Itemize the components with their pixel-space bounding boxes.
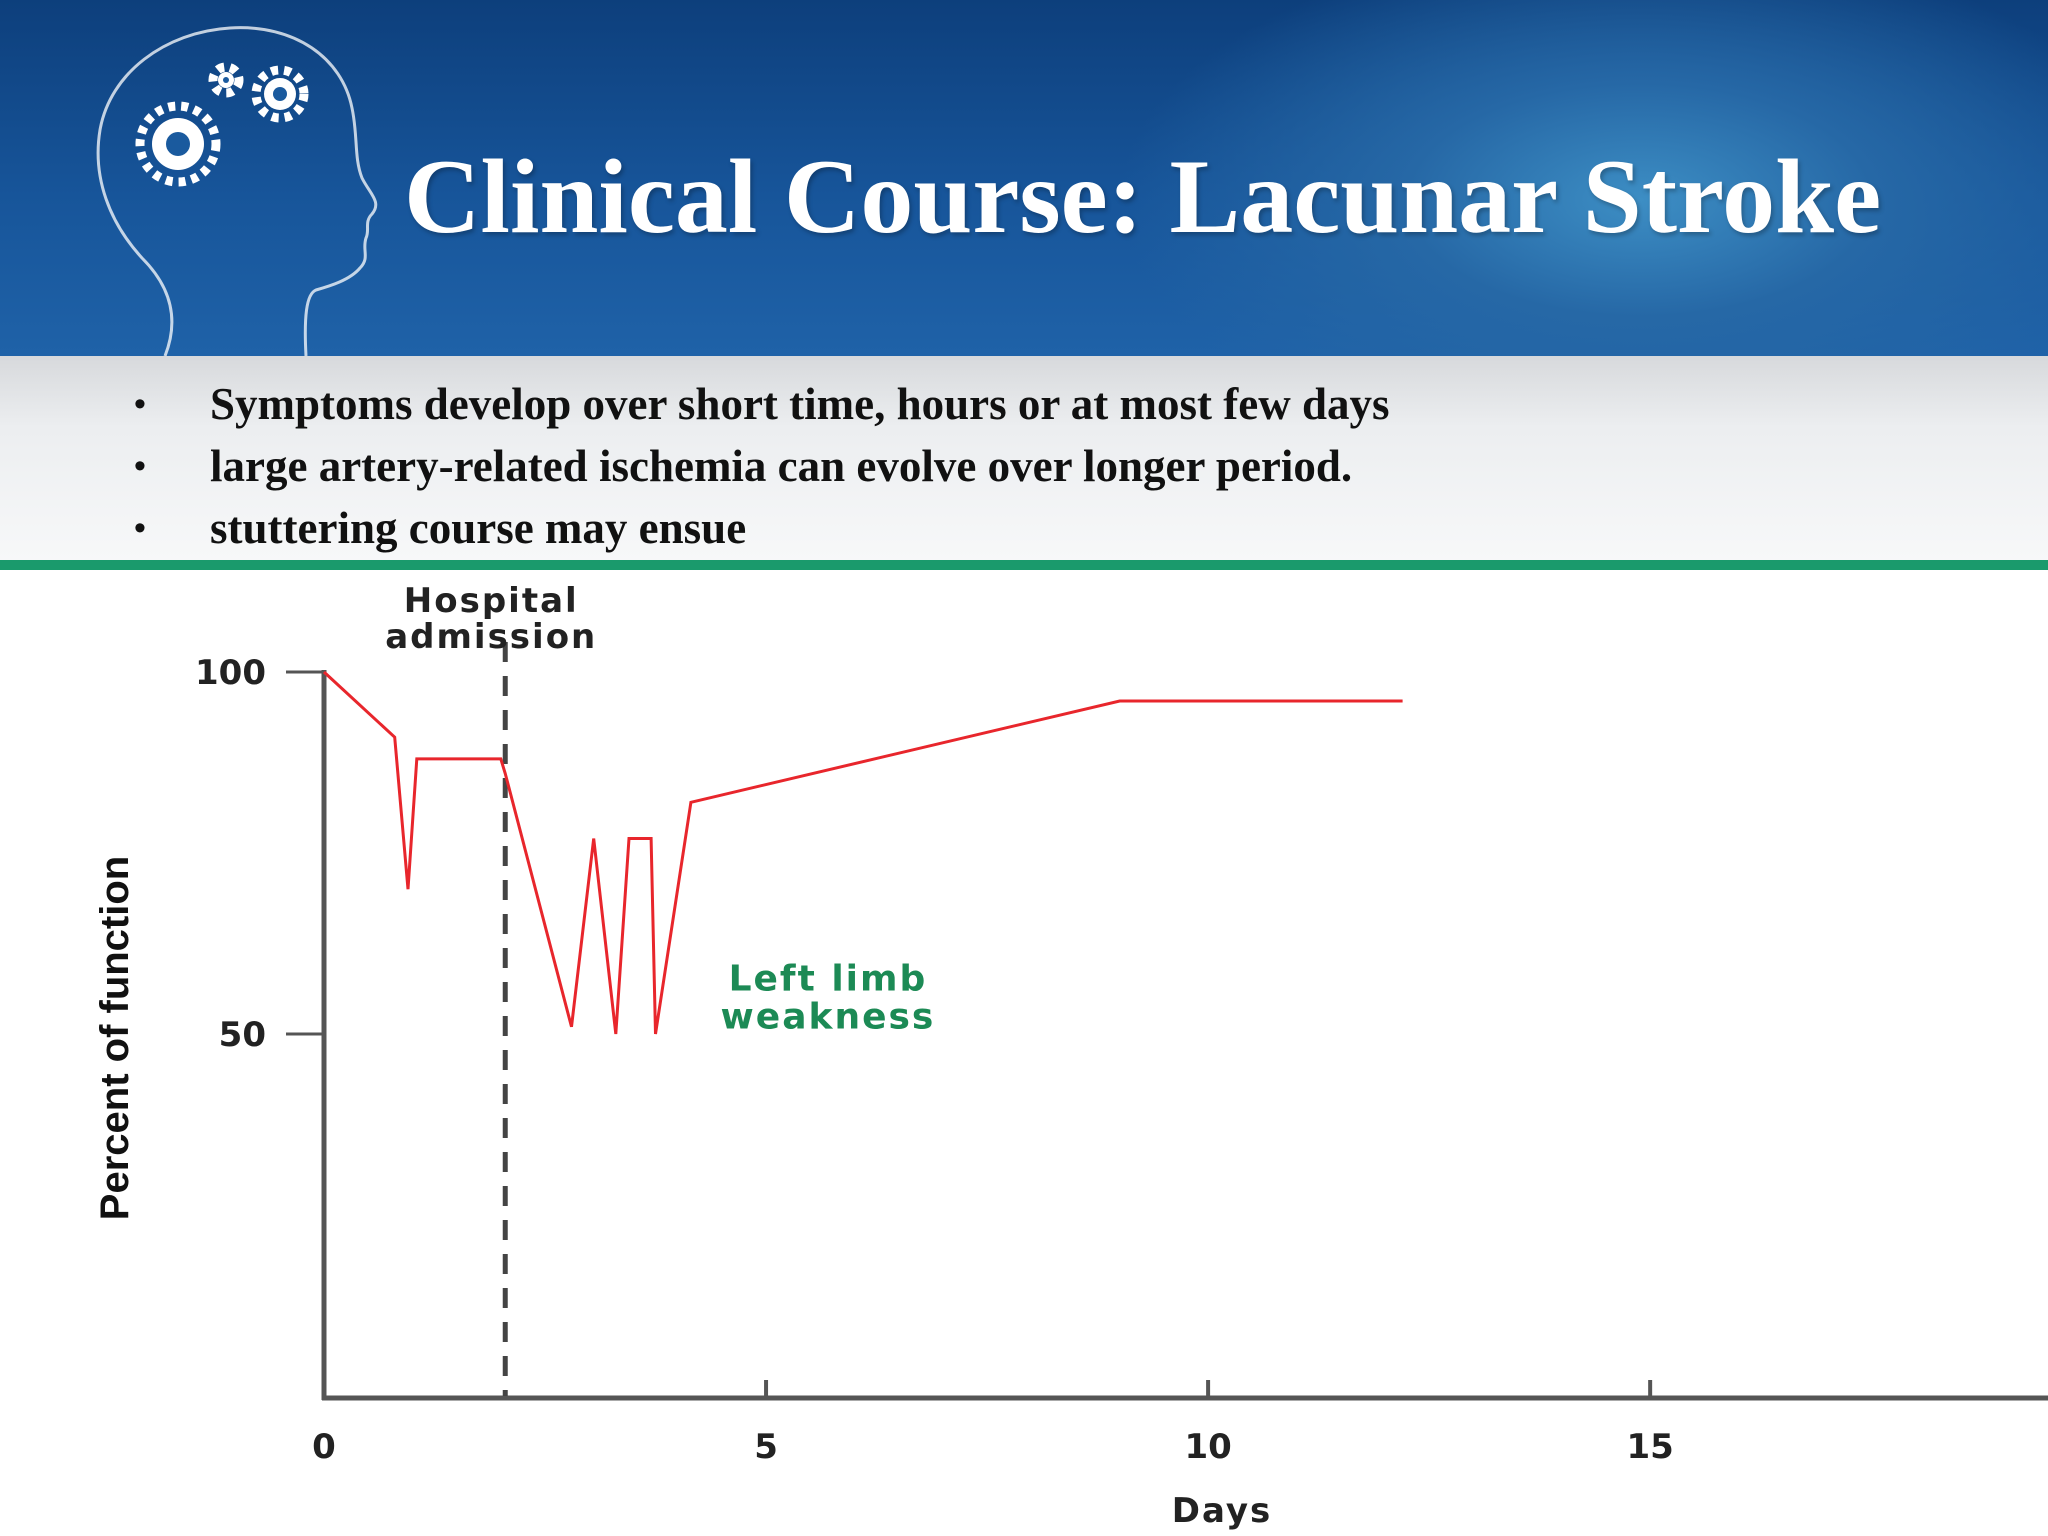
hospital-admission-label: admission [385, 617, 597, 657]
x-tick-label: 5 [754, 1427, 778, 1467]
axis-labels: Days Percent of function [93, 856, 1273, 1531]
bullet-item: • Symptoms develop over short time, hour… [0, 374, 2048, 434]
y-axis-label: Percent of function [93, 856, 137, 1220]
x-tick-label: 15 [1626, 1427, 1673, 1467]
bullet-item: • large artery-related ischemia can evol… [0, 436, 2048, 496]
bullet-text: Symptoms develop over short time, hours … [210, 379, 1390, 429]
series-layer [322, 670, 1403, 1035]
bullet-section: • Symptoms develop over short time, hour… [0, 356, 2048, 560]
left-limb-weakness-label: Left limb [729, 959, 928, 1000]
bullet-text: large artery-related ischemia can evolve… [210, 441, 1353, 491]
bullet-text: stuttering course may ensue [210, 503, 747, 553]
axis-ticks: 50 100 0 5 10 15 [195, 653, 1674, 1467]
y-tick-label: 50 [219, 1015, 266, 1055]
hospital-admission-label: Hospital [404, 581, 579, 621]
x-tick-label: 10 [1184, 1427, 1231, 1467]
head-with-gears-icon [96, 26, 378, 356]
title-banner: Clinical Course: Lacunar Stroke [0, 0, 2048, 356]
axes [321, 670, 2048, 1401]
y-tick-label: 100 [195, 653, 266, 693]
bullet-item: • stuttering course may ensue [0, 498, 2048, 558]
x-axis-label: Days [1172, 1491, 1273, 1531]
bullet-marker: • [134, 509, 146, 547]
slide-title: Clinical Course: Lacunar Stroke [404, 138, 1882, 255]
bullet-marker: • [134, 447, 146, 485]
function-line [322, 670, 1403, 1035]
bullet-marker: • [134, 385, 146, 423]
x-tick-label: 0 [312, 1427, 336, 1467]
left-limb-weakness-label: weakness [721, 997, 936, 1038]
section-divider [0, 560, 2048, 570]
